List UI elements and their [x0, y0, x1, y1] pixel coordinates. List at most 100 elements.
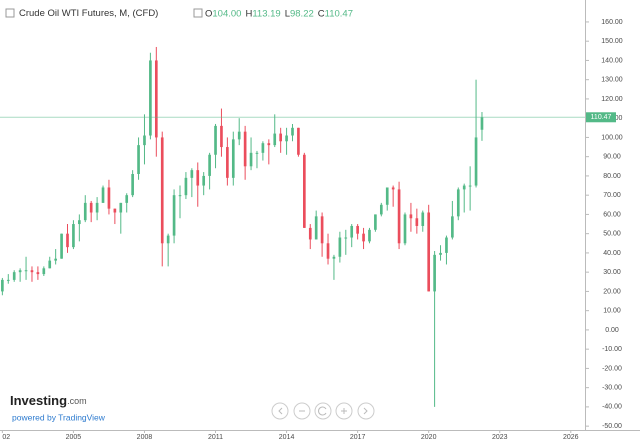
candle-body — [60, 233, 63, 259]
candle-body — [54, 258, 57, 261]
candle-body — [24, 270, 28, 272]
x-tick-label: 2014 — [279, 434, 295, 441]
last-price-box — [586, 112, 616, 123]
candle-body — [314, 216, 318, 240]
candle-body — [391, 187, 395, 190]
candle-body — [184, 177, 188, 196]
x-tick-label: 2023 — [492, 434, 508, 441]
y-tick-label: -50.00 — [602, 423, 622, 430]
candle-body — [397, 189, 401, 244]
scroll-left-button[interactable] — [271, 402, 289, 420]
prefix: C — [318, 8, 325, 19]
candle-body — [66, 233, 69, 248]
candle-body — [83, 202, 87, 221]
high-value: 113.19 — [252, 8, 280, 19]
candle-body — [178, 195, 182, 197]
candle-body — [107, 187, 111, 209]
candle-body — [303, 154, 306, 228]
candle-body — [149, 60, 152, 136]
candle-body — [196, 170, 200, 186]
y-tick-label: -10.00 — [602, 346, 622, 353]
y-tick-label: 60.00 — [603, 211, 621, 218]
candle-body — [415, 218, 419, 226]
prefix: O — [205, 8, 212, 19]
powered-by: powered by TradingView — [12, 412, 106, 422]
candle-body — [95, 202, 99, 213]
low-value: 98.22 — [290, 8, 314, 19]
y-tick-label: 100.00 — [601, 134, 623, 141]
y-tick-label: 20.00 — [603, 288, 621, 295]
candle-body — [267, 143, 271, 146]
last-price-label: 110.47 — [591, 114, 612, 121]
candle-body — [279, 133, 282, 142]
candle-body — [6, 279, 10, 281]
nav-icons — [278, 406, 368, 416]
y-tick-label: 120.00 — [601, 96, 623, 103]
y-tick-label: 130.00 — [601, 77, 623, 84]
scroll-right-button[interactable] — [357, 402, 375, 420]
candle-body — [297, 127, 300, 155]
candle-body — [445, 237, 448, 253]
candle-body — [456, 189, 460, 217]
candle-body — [243, 131, 247, 167]
y-tick-label: 30.00 — [603, 269, 621, 276]
candle-body — [332, 256, 336, 259]
candle-body — [480, 117, 484, 130]
y-tick-label: -20.00 — [602, 365, 622, 372]
candle-body — [362, 233, 365, 242]
candle-body — [308, 227, 312, 240]
candle-body — [202, 175, 206, 186]
collapse-icon[interactable] — [5, 8, 15, 18]
y-tick-label: 50.00 — [603, 231, 621, 238]
candle-body — [409, 214, 413, 219]
candle-body — [285, 135, 288, 142]
candle-body — [421, 212, 425, 226]
candle-body — [427, 212, 431, 292]
x-tick-label: 2011 — [208, 434, 223, 441]
candle-body — [368, 229, 371, 242]
candle-body — [291, 127, 294, 136]
candle-body — [101, 187, 105, 203]
x-tick-label: 2020 — [421, 434, 437, 441]
logo-suffix: .com — [67, 396, 87, 406]
candle-body — [439, 252, 442, 255]
candle-body — [48, 260, 52, 269]
candle-body — [154, 60, 158, 138]
candle-body — [226, 147, 229, 178]
ohlc-header: O104.00 H113.19 L98.22 C110.47 — [205, 8, 353, 19]
logo: Investing.com — [10, 393, 87, 408]
settings-icon[interactable] — [193, 8, 203, 18]
candle-body — [462, 185, 466, 190]
candle-body — [131, 174, 134, 196]
candle-body — [356, 225, 359, 234]
candle-body — [143, 135, 146, 146]
reset-button[interactable] — [314, 402, 332, 420]
candle-body — [137, 145, 140, 175]
candle-body — [273, 133, 277, 146]
y-tick-label: 80.00 — [603, 173, 621, 180]
candle-body — [125, 195, 129, 203]
candle-body — [220, 125, 223, 148]
candle-body — [237, 131, 241, 140]
candle-body — [119, 202, 123, 213]
candle-body — [89, 202, 93, 213]
candle-body — [12, 272, 16, 280]
logo-name: Investing — [10, 393, 67, 408]
y-tick-label: 0.00 — [605, 327, 619, 334]
candle-body — [326, 243, 330, 259]
x-tick-label: 02 — [2, 434, 10, 441]
candle-body — [451, 216, 454, 238]
y-tick-label: 160.00 — [601, 19, 623, 26]
candle-body — [1, 279, 4, 292]
x-tick-label: 2005 — [66, 434, 82, 441]
candle-body — [78, 220, 81, 225]
candle-body — [468, 185, 472, 187]
candle-body — [261, 143, 265, 153]
candle-body — [72, 224, 75, 248]
candle-body — [350, 225, 354, 238]
candle-body — [231, 139, 235, 178]
prefix: L — [285, 8, 290, 19]
y-tick-label: 150.00 — [601, 38, 623, 45]
